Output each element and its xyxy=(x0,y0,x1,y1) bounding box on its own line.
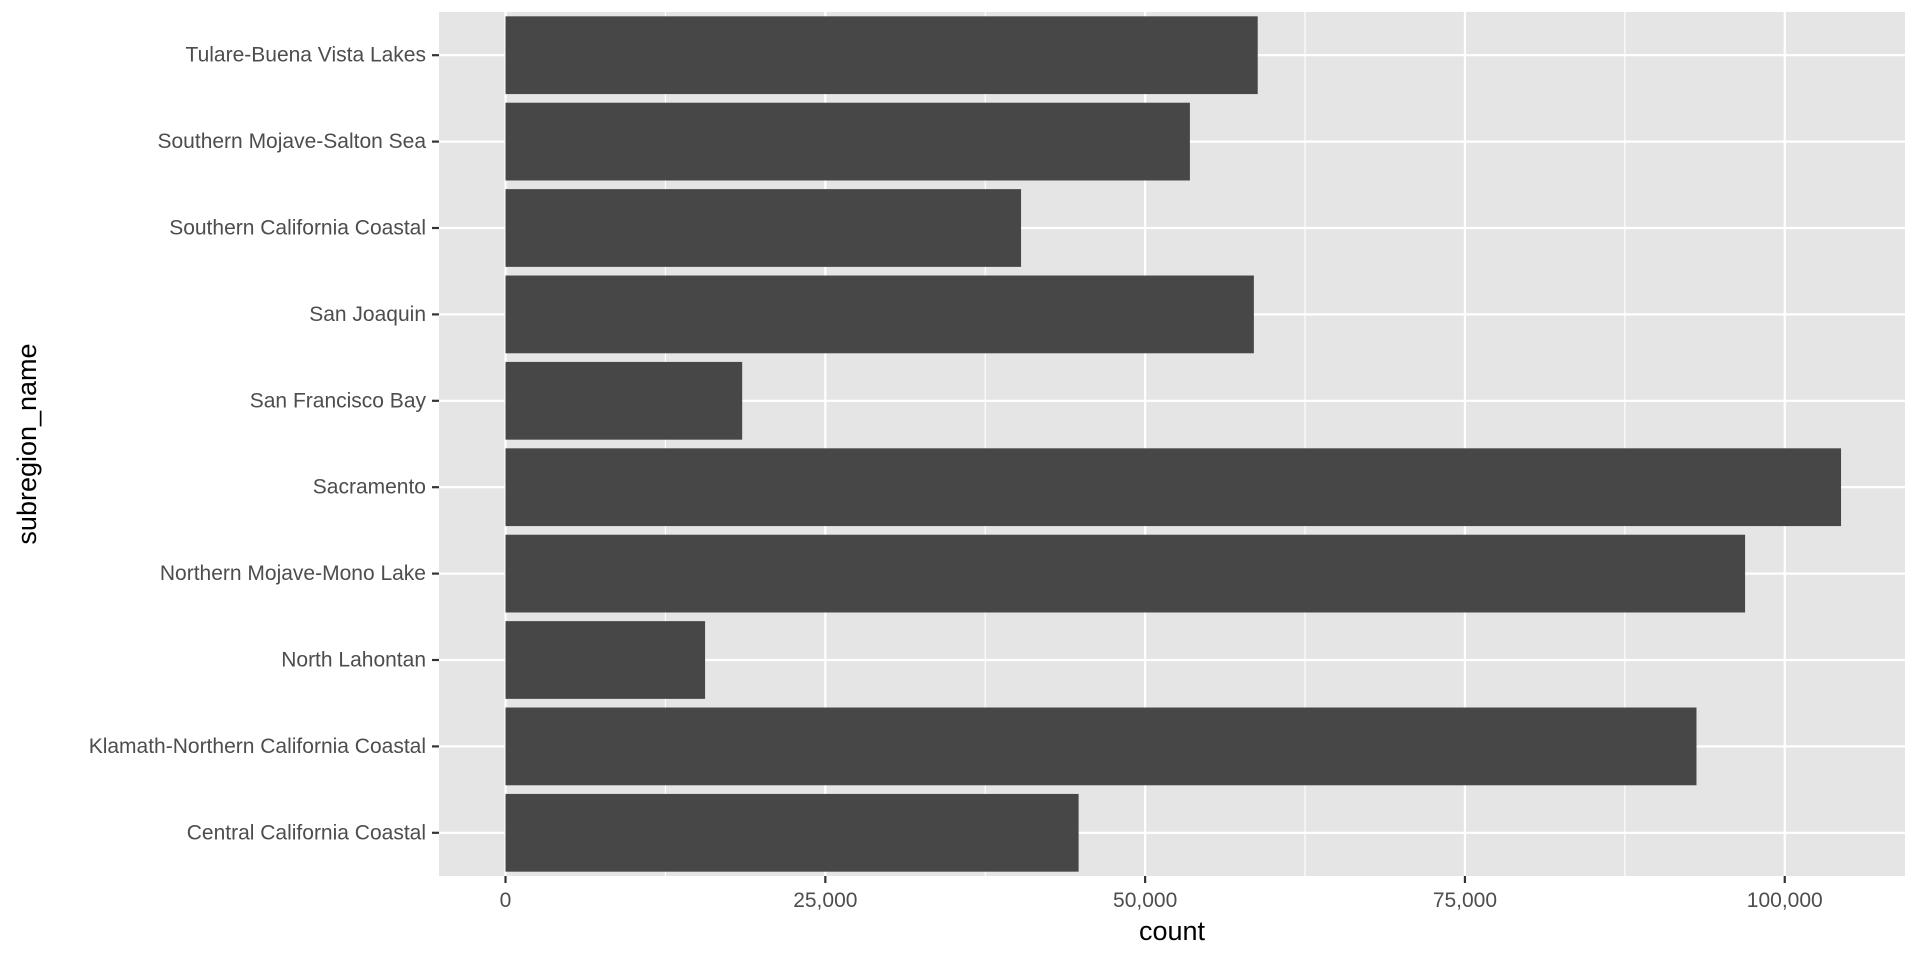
bar xyxy=(505,621,706,699)
bar xyxy=(505,534,1746,613)
y-tick-label: Klamath-Northern California Coastal xyxy=(89,735,426,758)
y-tick-label: Sacramento xyxy=(313,476,426,499)
y-tick-label: San Francisco Bay xyxy=(250,389,427,412)
x-tick-label: 0 xyxy=(500,889,512,912)
bar xyxy=(505,16,1258,95)
y-tick-label: San Joaquin xyxy=(309,303,426,326)
y-tick-label: Tulare-Buena Vista Lakes xyxy=(186,44,426,67)
bar xyxy=(505,448,1842,527)
bar xyxy=(505,793,1079,872)
x-tick-label: 100,000 xyxy=(1747,889,1823,912)
bar xyxy=(505,189,1022,267)
y-axis-title: subregion_name xyxy=(12,343,42,544)
x-axis: 0 25,000 50,000 75,000 100,000 xyxy=(500,876,1823,912)
y-tick-label: Southern Mojave-Salton Sea xyxy=(158,130,427,153)
x-tick-label: 75,000 xyxy=(1433,889,1497,912)
y-tick-label: Southern California Coastal xyxy=(169,217,426,240)
y-tick-label: Northern Mojave-Mono Lake xyxy=(160,562,426,585)
bar xyxy=(505,102,1190,181)
x-tick-label: 50,000 xyxy=(1113,889,1177,912)
bar xyxy=(505,361,743,440)
x-axis-title: count xyxy=(1139,916,1206,946)
bar xyxy=(505,707,1697,786)
bar xyxy=(505,275,1254,354)
y-tick-label: North Lahontan xyxy=(281,649,426,672)
x-tick-label: 25,000 xyxy=(793,889,857,912)
y-tick-label: Central California Coastal xyxy=(187,821,426,844)
bars xyxy=(505,16,1842,872)
y-axis: Central California Coastal Klamath-Northe… xyxy=(89,44,439,844)
